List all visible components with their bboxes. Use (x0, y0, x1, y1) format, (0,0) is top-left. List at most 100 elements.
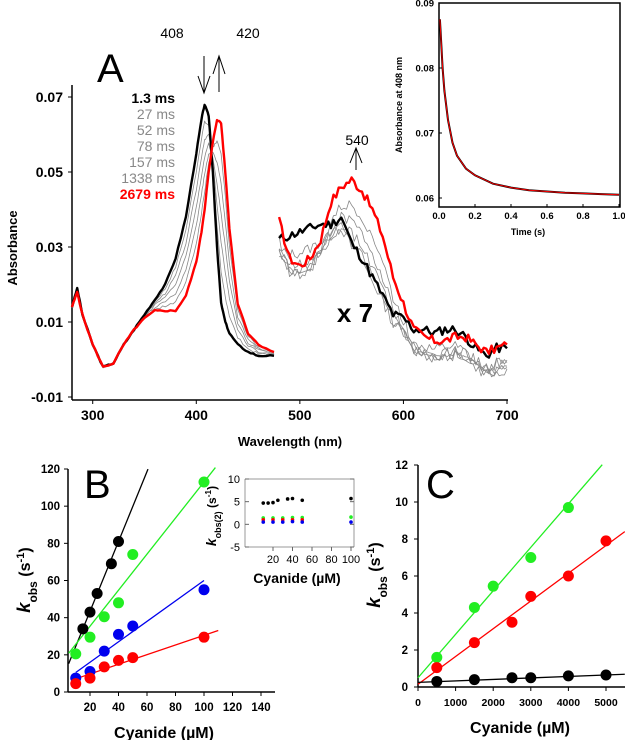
legend-entry: 78 ms (137, 138, 175, 154)
x-tick-label: 3000 (519, 697, 543, 709)
y-axis-label: kobs (s-1) (363, 542, 390, 608)
legend-entry: 1338 ms (121, 170, 175, 186)
data-point-blue (300, 520, 305, 524)
data-point-blue (290, 519, 295, 524)
y-tick-label: 0.08 (416, 64, 435, 75)
data-point-black (431, 675, 443, 687)
data-point-black (84, 606, 96, 618)
data-point-black (468, 674, 480, 686)
x-axis-label: Wavelength (nm) (238, 434, 342, 449)
data-point-green (431, 651, 443, 663)
data-point-black (266, 501, 270, 505)
data-point-green (562, 502, 574, 514)
arrow-up-icon (349, 146, 363, 170)
y-tick-label: 0 (54, 687, 60, 699)
data-point-blue (271, 520, 275, 524)
y-label-part: -1 (15, 553, 27, 563)
data-point-black (261, 501, 266, 505)
y-label-part: k (204, 537, 219, 546)
data-point-blue (113, 628, 124, 640)
data-point-red (468, 637, 480, 649)
arrow-down-icon (197, 56, 211, 95)
y-tick-label: 10 (228, 474, 240, 486)
x-tick-label: 600 (392, 407, 416, 423)
y-tick-label: 80 (47, 538, 60, 550)
data-point-green (70, 648, 82, 660)
data-point-green (525, 552, 537, 563)
x-tick-label: 20 (84, 702, 97, 714)
x-tick-label: 1.0 (612, 211, 625, 222)
panel-c: 0 2 4 6 8 10 12 0 1000 2000 3000 4000 5000 Cyanide (µ… (363, 460, 625, 737)
data-point-black (113, 535, 124, 547)
fit-line-green (417, 464, 603, 679)
y-label-part: k (363, 597, 384, 608)
y-tick-label: 0.05 (36, 164, 63, 180)
data-point-black (300, 498, 305, 503)
fit-line-blue (75, 579, 205, 674)
y-label-part: ) (205, 486, 219, 490)
data-point-red (98, 661, 110, 673)
panel-label: B (84, 463, 111, 507)
x-tick-label: 0 (415, 697, 421, 709)
fit-line-red (417, 531, 625, 685)
panel-label: C (426, 463, 455, 507)
data-point-green (113, 597, 124, 609)
y-label-part: (s (367, 557, 384, 576)
data-point-blue (349, 520, 353, 524)
y-label-part: obs(2) (213, 511, 223, 538)
y-tick-label: 5 (234, 497, 240, 509)
y-tick-label: 0.07 (36, 89, 63, 105)
spectrum-1-3ms-q (278, 216, 508, 359)
legend-entry: 1.3 ms (131, 90, 175, 106)
y-tick-label: 10 (395, 497, 408, 509)
arrow-up-icon (212, 54, 226, 92)
x-tick-label: 60 (141, 702, 154, 714)
x-tick-label: 0.4 (504, 211, 518, 222)
data-point-red (84, 672, 96, 684)
kinetic-fit (439, 19, 620, 196)
data-point-red (562, 570, 574, 582)
x-axis-label: Cyanide (µM) (253, 570, 340, 586)
y-label-part: obs (26, 581, 40, 603)
annotation-420: 420 (236, 25, 260, 41)
panel-a-inset: 0.09 0.08 0.07 0.06 0.0 0.2 0.4 0.6 0.8 1.0 Time (… (394, 0, 625, 237)
y-label-part: (s (205, 497, 219, 511)
x-tick-label: 100 (194, 702, 213, 714)
y-tick-label: 120 (41, 464, 60, 476)
kinetic-trace (438, 19, 620, 196)
data-point-black (562, 670, 574, 682)
x-tick-label: 0.6 (540, 211, 553, 222)
spectrum-2679ms (70, 118, 275, 368)
y-tick-label: 60 (47, 576, 60, 588)
data-point-blue (127, 620, 139, 632)
y-tick-label: 0.09 (416, 0, 435, 10)
data-point-black (91, 588, 103, 600)
panel-a: 0.07 0.05 0.03 0.01 -0.01 300 400 500 600 700 Wave… (5, 25, 519, 449)
fit-line-red (75, 629, 219, 680)
x-tick-label: 2000 (482, 697, 506, 709)
y-label-part: ) (367, 542, 384, 547)
x-tick-label: 80 (325, 554, 337, 566)
x-tick-label: 400 (185, 407, 209, 423)
y-tick-label: 0.01 (36, 314, 63, 330)
spectrum-2679ms-q (277, 176, 508, 355)
data-point-black (349, 496, 353, 501)
x-tick-label: 4000 (557, 697, 581, 709)
data-point-black (290, 496, 295, 501)
y-tick-label: -5 (230, 542, 240, 554)
y-label-part: obs (376, 576, 390, 598)
inset-frame (438, 2, 621, 208)
x-tick-label: 120 (223, 702, 242, 714)
y-label-part: ) (17, 547, 34, 552)
y-tick-label: 0 (234, 519, 240, 531)
data-point-green (98, 611, 110, 623)
data-point-blue (261, 520, 266, 524)
annotation-540: 540 (345, 132, 369, 148)
data-point-black (271, 500, 275, 505)
data-point-blue (98, 645, 110, 657)
y-tick-label: 0 (402, 682, 408, 694)
data-point-black (77, 623, 89, 635)
